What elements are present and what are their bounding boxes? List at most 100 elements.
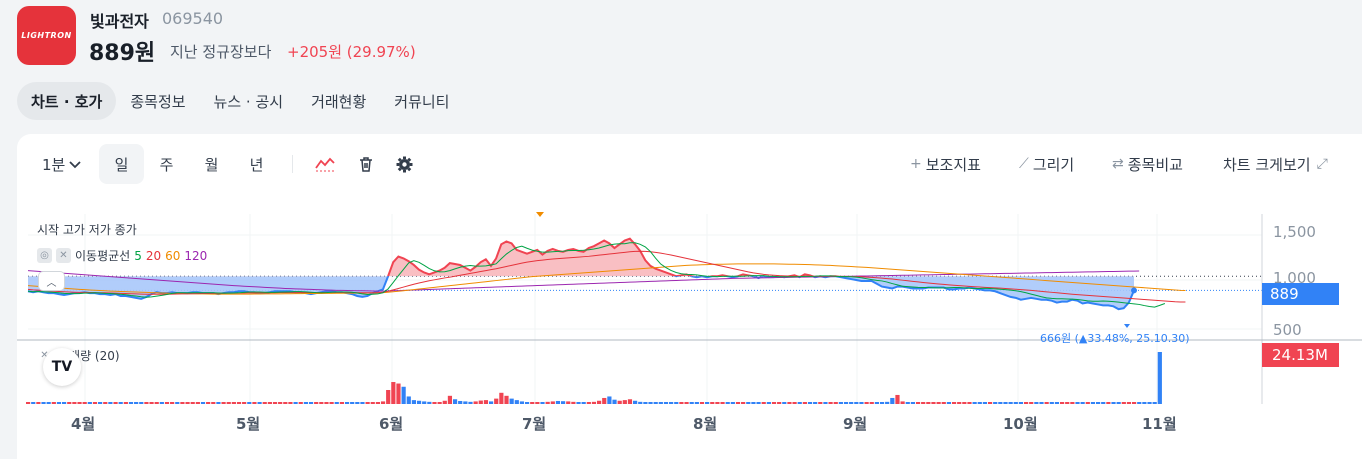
volume-bar — [303, 402, 308, 404]
price-line-rise — [387, 237, 842, 277]
fullscreen-button[interactable]: 차트 크게보기 ⤢ — [1223, 144, 1332, 184]
volume-bar — [56, 402, 62, 404]
rise-area — [388, 238, 813, 277]
volume-bar — [128, 402, 134, 404]
ma-legend: ◎ ✕ 이동평균선 5 20 60 120 — [37, 247, 207, 264]
eye-off-icon[interactable]: ◎ — [37, 248, 52, 263]
close-icon[interactable]: ✕ — [56, 248, 71, 263]
volume-bar — [149, 402, 154, 404]
volume-bar — [103, 402, 108, 404]
plus-icon: + — [910, 156, 922, 172]
volume-bars — [26, 352, 1162, 404]
volume-bar — [514, 400, 519, 404]
volume-bar — [951, 402, 957, 404]
volume-bar — [118, 402, 123, 404]
volume-bar — [843, 402, 849, 404]
volume-bar — [401, 386, 406, 404]
last-price-dot — [1131, 287, 1137, 294]
volume-bar — [653, 402, 658, 404]
volume-bar — [962, 402, 967, 404]
period-week[interactable]: 주 — [159, 155, 174, 174]
volume-bar — [483, 400, 489, 404]
period-day[interactable]: 일 — [99, 144, 144, 184]
volume-bar — [1126, 402, 1132, 404]
volume-bar — [375, 402, 381, 404]
trash-icon[interactable] — [358, 144, 374, 184]
volume-bar — [787, 402, 792, 404]
volume-bar — [134, 402, 139, 404]
volume-bar — [921, 402, 926, 404]
volume-bar — [648, 402, 653, 404]
volume-bar — [1075, 402, 1080, 404]
volume-bar — [705, 402, 710, 404]
volume-bar — [154, 402, 159, 404]
volume-bar — [252, 402, 257, 404]
stock-header: LIGHTRON 빛과전자 069540 889원 지난 정규장보다 +205원… — [0, 0, 1362, 74]
draw-button[interactable]: ⟋ 그리기 — [1019, 144, 1074, 184]
volume-bar — [1054, 402, 1060, 404]
x-tick: 11월 — [1142, 415, 1177, 433]
tab-news[interactable]: 뉴스 · 공시 — [213, 92, 284, 111]
current-price: 889원 — [89, 41, 156, 66]
tradingview-logo[interactable]: TV — [43, 348, 81, 386]
x-tick: 5월 — [236, 415, 261, 433]
volume-bar — [216, 402, 221, 404]
volume-bar — [164, 402, 170, 404]
collapse-button[interactable]: ︿ — [38, 271, 65, 291]
chart-type-icon[interactable] — [315, 144, 335, 184]
tab-chart-orderbook[interactable]: 차트 · 호가 — [17, 82, 117, 120]
volume-bar — [355, 402, 360, 404]
interval-dropdown[interactable]: 1분 — [42, 144, 82, 184]
volume-bar — [1080, 402, 1085, 404]
volume-bar — [380, 401, 386, 404]
period-year[interactable]: 년 — [249, 155, 264, 174]
volume-bar — [226, 402, 231, 404]
volume-bar — [813, 402, 818, 404]
volume-bar — [360, 402, 365, 404]
volume-bar — [987, 402, 993, 404]
volume-bar — [833, 402, 838, 404]
y-tick: 1,000 — [1273, 269, 1316, 287]
volume-bar — [1008, 402, 1013, 404]
volume-bar — [1132, 402, 1137, 404]
tab-trading[interactable]: 거래현황 — [311, 92, 367, 111]
volume-bar — [504, 395, 509, 404]
volume-bar — [123, 402, 128, 404]
volume-bar — [288, 402, 293, 404]
volume-bar — [72, 402, 77, 404]
tab-stock-info[interactable]: 종목정보 — [130, 92, 186, 111]
period-month[interactable]: 월 — [204, 155, 219, 174]
volume-bar — [432, 402, 437, 404]
volume-bar — [1023, 402, 1029, 404]
volume-bar — [144, 402, 149, 404]
volume-bar — [689, 402, 694, 404]
volume-bar — [638, 401, 643, 404]
volume-bar — [442, 400, 447, 404]
compare-button[interactable]: ⇄ 종목비교 — [1112, 144, 1183, 184]
close-icon[interactable]: ✕ — [40, 350, 49, 361]
swap-icon: ⇄ — [1112, 156, 1124, 172]
indicator-button[interactable]: + 보조지표 — [910, 144, 981, 184]
volume-bar — [339, 402, 344, 404]
volume-bar — [411, 400, 417, 404]
volume-bar — [67, 402, 72, 404]
volume-bar — [627, 399, 633, 404]
volume-bar — [864, 402, 869, 404]
volume-bar — [931, 402, 936, 404]
gear-icon[interactable] — [396, 144, 413, 184]
volume-bar — [1101, 402, 1106, 404]
volume-bar — [741, 402, 746, 404]
x-tick: 7월 — [522, 415, 547, 433]
volume-bar — [190, 402, 195, 404]
volume-bar — [684, 402, 689, 404]
volume-bar — [46, 402, 51, 404]
volume-bar — [802, 402, 807, 404]
volume-bar — [982, 402, 988, 404]
stock-tabs: 차트 · 호가 종목정보 뉴스 · 공시 거래현황 커뮤니티 — [17, 82, 463, 120]
volume-bar — [231, 402, 236, 404]
volume-bar — [293, 402, 298, 404]
ma120-label: 120 — [184, 248, 208, 263]
volume-bar — [597, 400, 602, 404]
tab-community[interactable]: 커뮤니티 — [394, 92, 450, 111]
